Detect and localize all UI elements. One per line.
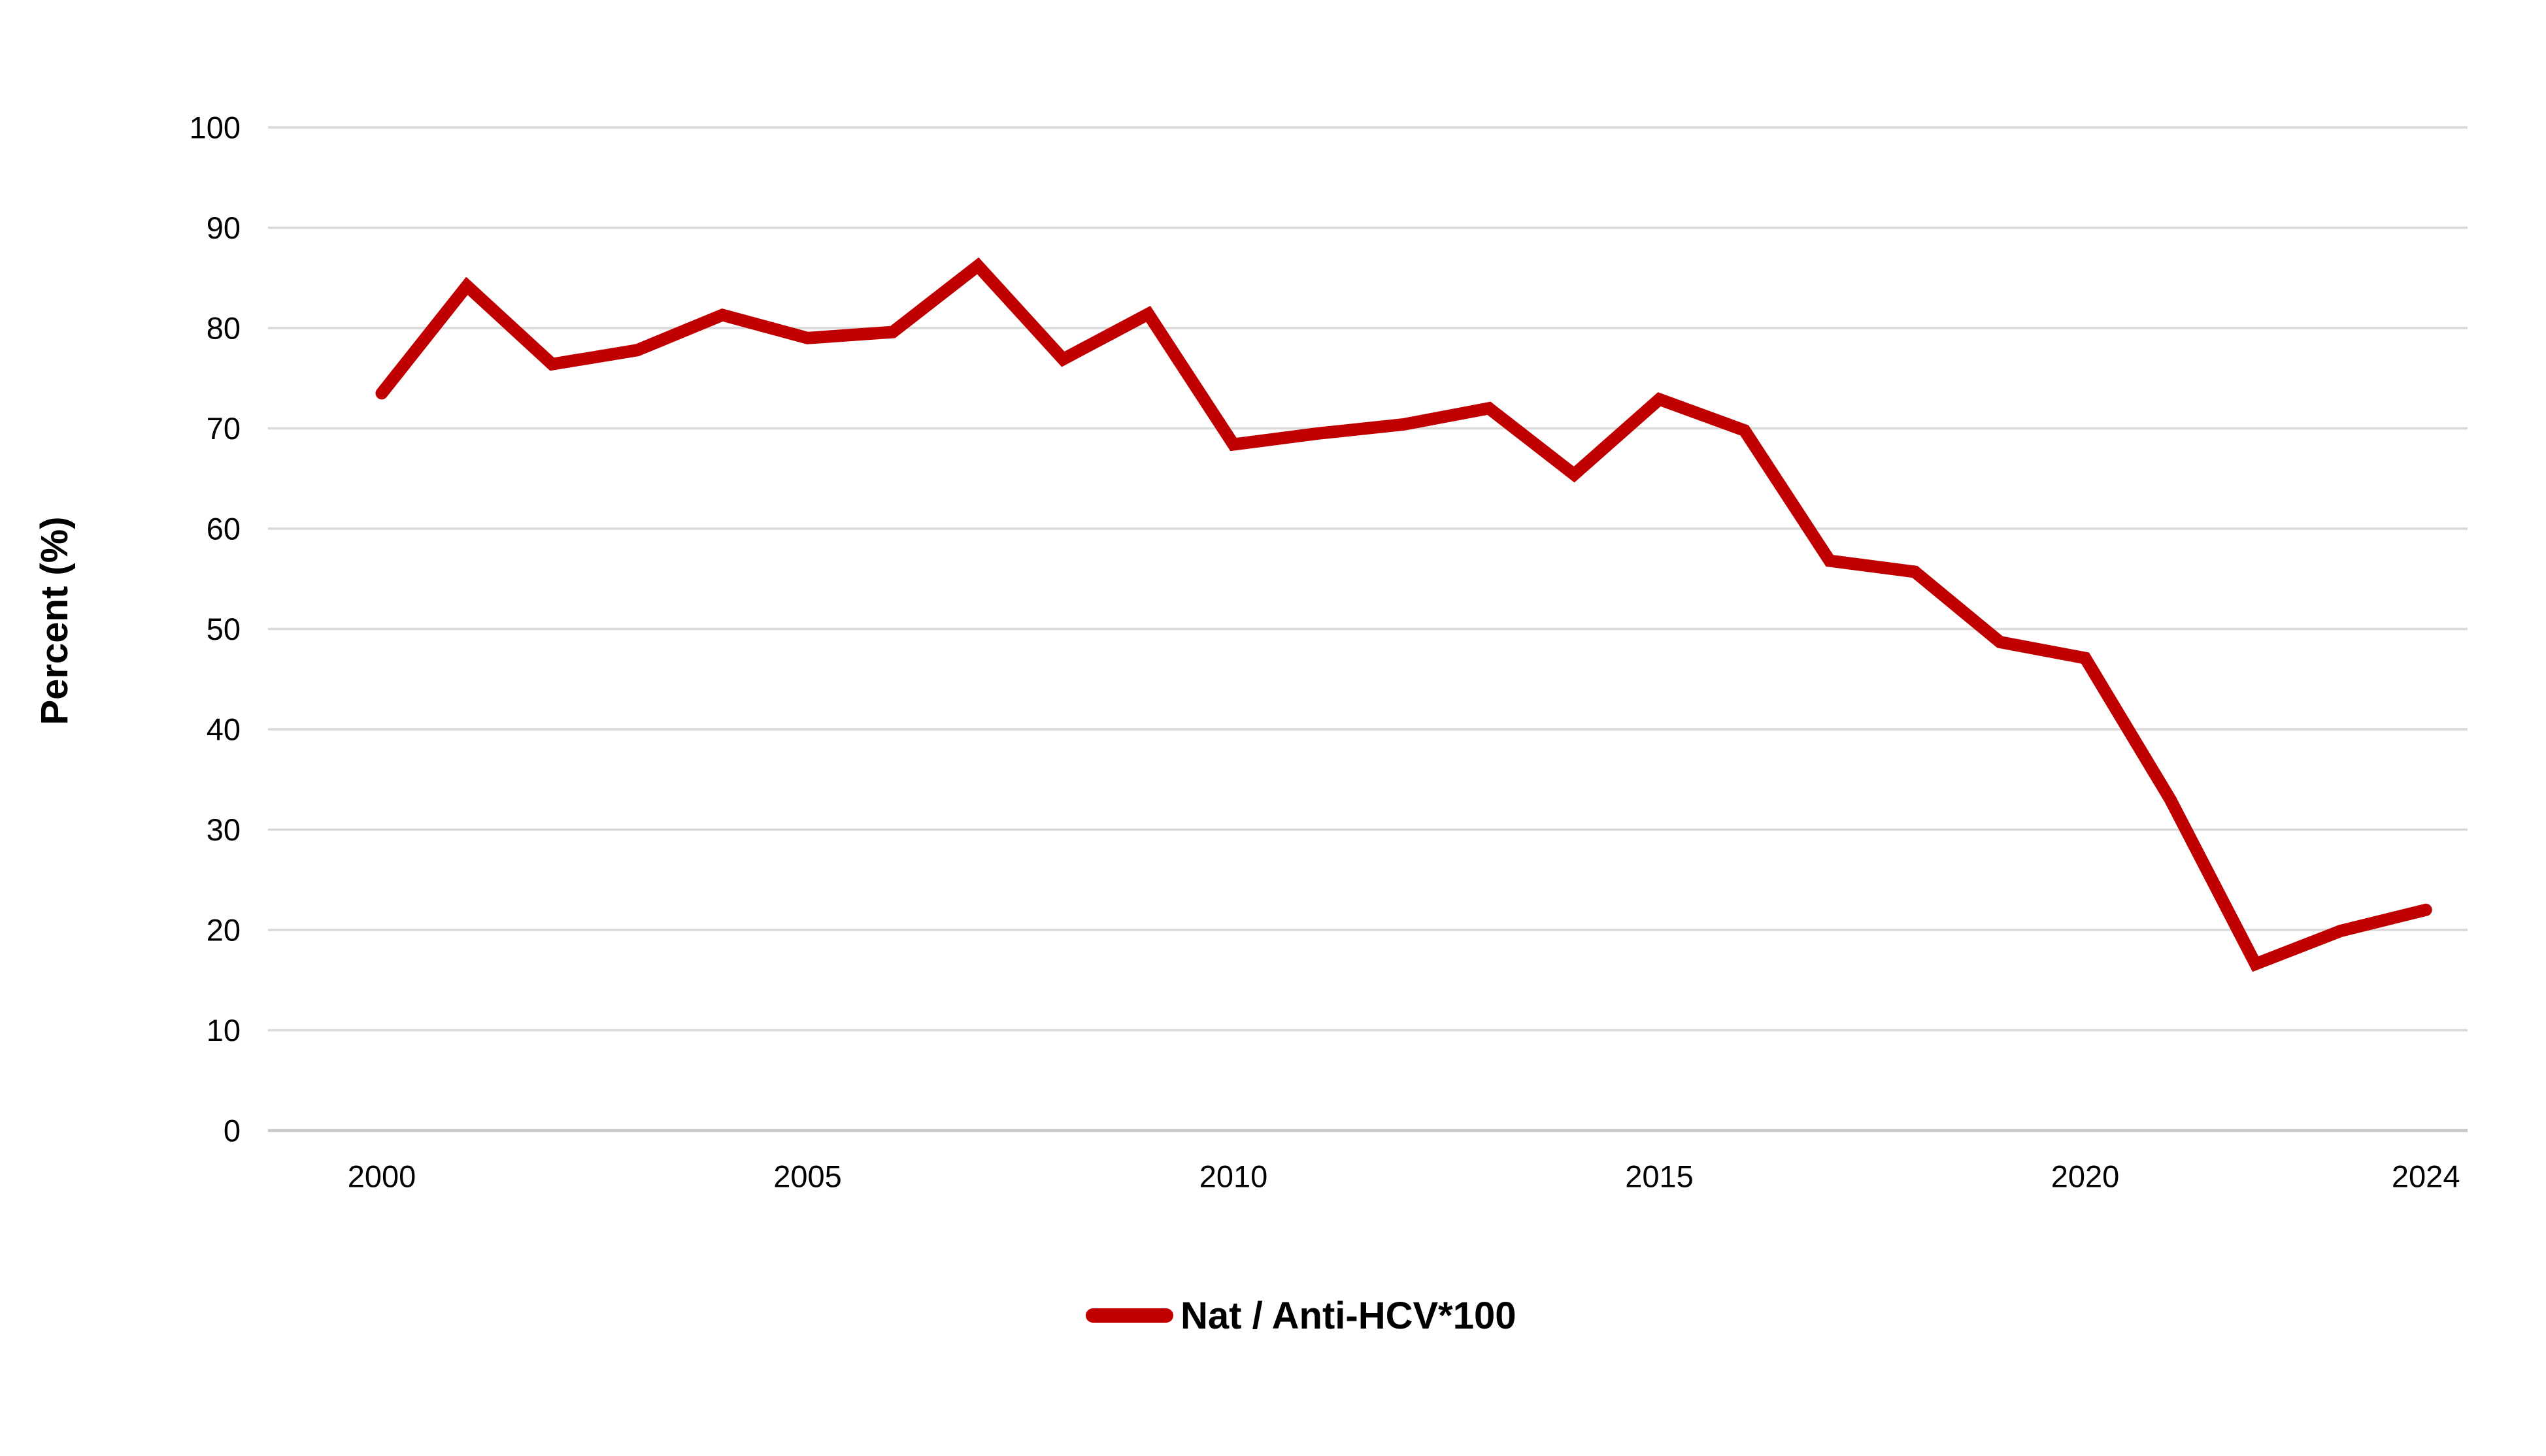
- y-axis-title: Percent (%): [33, 516, 76, 725]
- y-axis-tick-labels: 0 10 20 30 40 50 60 70 80 90 100: [190, 110, 241, 1148]
- legend: Nat / Anti-HCV*100: [1086, 1295, 1516, 1337]
- y-tick-label-30: 30: [207, 812, 241, 847]
- y-tick-label-0: 0: [224, 1114, 241, 1148]
- series-line-nat-anti-hcv: [375, 257, 2432, 972]
- legend-label: Nat / Anti-HCV*100: [1181, 1295, 1516, 1337]
- y-tick-label-50: 50: [207, 612, 241, 646]
- x-tick-label-2005: 2005: [773, 1159, 842, 1194]
- x-tick-label-2024: 2024: [2392, 1159, 2460, 1194]
- x-tick-label-2020: 2020: [2051, 1159, 2120, 1194]
- x-tick-label-2000: 2000: [348, 1159, 416, 1194]
- x-tick-label-2010: 2010: [1199, 1159, 1268, 1194]
- y-tick-label-70: 70: [207, 411, 241, 446]
- y-tick-label-100: 100: [190, 110, 241, 145]
- y-tick-label-40: 40: [207, 712, 241, 747]
- y-tick-label-20: 20: [207, 913, 241, 948]
- x-tick-label-2015: 2015: [1625, 1159, 1694, 1194]
- y-tick-label-10: 10: [207, 1013, 241, 1048]
- y-tick-label-90: 90: [207, 210, 241, 245]
- y-tick-label-80: 80: [207, 311, 241, 346]
- y-tick-label-60: 60: [207, 512, 241, 546]
- x-axis-tick-labels: 2000 2005 2010 2015 2020 2024: [348, 1159, 2460, 1194]
- gridlines: [268, 126, 2468, 1032]
